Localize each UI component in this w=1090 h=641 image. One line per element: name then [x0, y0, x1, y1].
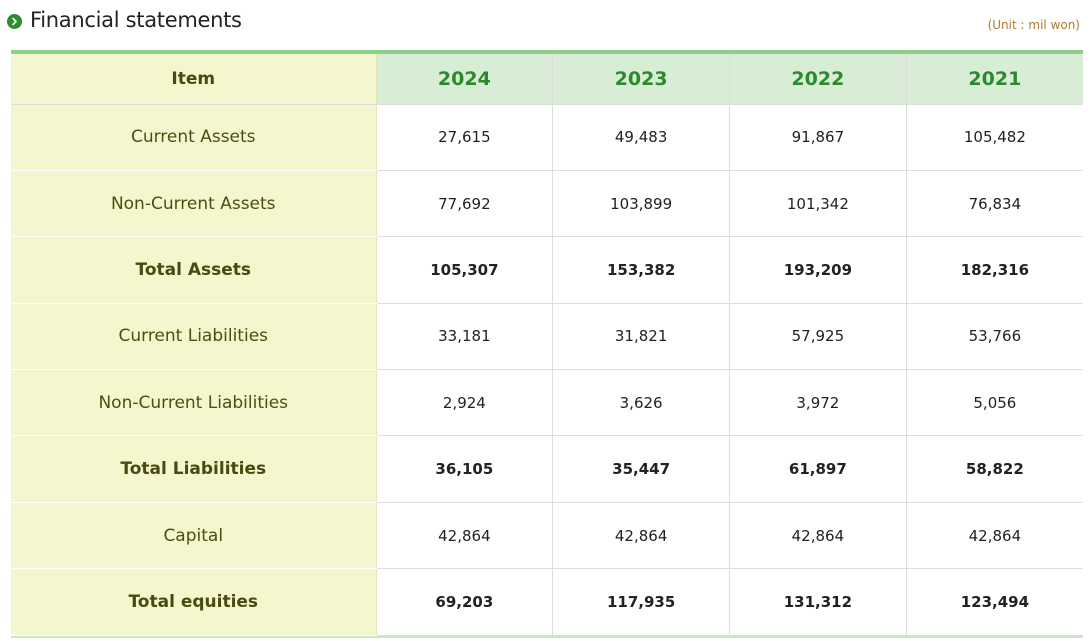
chevron-right-icon: [7, 14, 22, 29]
row-label: Current Liabilities: [11, 303, 377, 371]
table-row: Current Assets 27,615 49,483 91,867 105,482: [11, 104, 1083, 171]
value-cell: 101,342: [729, 170, 907, 238]
value-cell: 42,864: [906, 502, 1083, 570]
value-cell: 77,692: [376, 170, 554, 238]
value-cell: 182,316: [906, 236, 1083, 304]
value-cell: 42,864: [729, 502, 907, 570]
value-cell: 131,312: [729, 568, 907, 636]
year-column-header: 2022: [729, 54, 907, 105]
row-label: Non-Current Liabilities: [11, 369, 377, 437]
table-row: Total equities 69,203 117,935 131,312 123,49…: [11, 568, 1083, 636]
row-label: Current Assets: [11, 104, 377, 171]
value-cell: 5,056: [906, 369, 1083, 437]
financial-table-container: Item 2024 2023 2022 2021 Current Assets 2…: [11, 50, 1083, 638]
row-label: Non-Current Assets: [11, 170, 377, 238]
section-header: Financial statements (Unit : mil won): [0, 0, 1090, 50]
year-column-header: 2024: [376, 54, 554, 105]
value-cell: 42,864: [552, 502, 730, 570]
row-label: Total Assets: [11, 236, 377, 304]
value-cell: 57,925: [729, 303, 907, 371]
unit-note: (Unit : mil won): [987, 18, 1080, 32]
value-cell: 105,482: [906, 104, 1083, 171]
financial-table: Item 2024 2023 2022 2021 Current Assets 2…: [11, 54, 1083, 636]
table-row: Total Assets 105,307 153,382 193,209 182,316: [11, 236, 1083, 304]
table-row: Non-Current Assets 77,692 103,899 101,342 76…: [11, 170, 1083, 238]
value-cell: 153,382: [552, 236, 730, 304]
value-cell: 33,181: [376, 303, 554, 371]
value-cell: 2,924: [376, 369, 554, 437]
value-cell: 35,447: [552, 435, 730, 503]
value-cell: 58,822: [906, 435, 1083, 503]
value-cell: 53,766: [906, 303, 1083, 371]
value-cell: 193,209: [729, 236, 907, 304]
table-row: Non-Current Liabilities 2,924 3,626 3,972 5,…: [11, 369, 1083, 437]
value-cell: 69,203: [376, 568, 554, 636]
item-column-header: Item: [11, 54, 377, 105]
value-cell: 103,899: [552, 170, 730, 238]
value-cell: 49,483: [552, 104, 730, 171]
value-cell: 27,615: [376, 104, 554, 171]
year-column-header: 2021: [906, 54, 1083, 105]
value-cell: 31,821: [552, 303, 730, 371]
value-cell: 36,105: [376, 435, 554, 503]
table-body: Current Assets 27,615 49,483 91,867 105,482 N…: [11, 104, 1083, 636]
section-title: Financial statements: [30, 8, 242, 32]
table-row: Current Liabilities 33,181 31,821 57,925 53,…: [11, 303, 1083, 371]
value-cell: 3,626: [552, 369, 730, 437]
year-column-header: 2023: [552, 54, 730, 105]
value-cell: 91,867: [729, 104, 907, 171]
value-cell: 123,494: [906, 568, 1083, 636]
value-cell: 61,897: [729, 435, 907, 503]
value-cell: 117,935: [552, 568, 730, 636]
row-label: Total Liabilities: [11, 435, 377, 503]
table-header-row: Item 2024 2023 2022 2021: [11, 54, 1083, 105]
value-cell: 105,307: [376, 236, 554, 304]
table-row: Capital 42,864 42,864 42,864 42,864: [11, 502, 1083, 570]
value-cell: 76,834: [906, 170, 1083, 238]
row-label: Capital: [11, 502, 377, 570]
table-row: Total Liabilities 36,105 35,447 61,897 58,82…: [11, 435, 1083, 503]
row-label: Total equities: [11, 568, 377, 636]
value-cell: 3,972: [729, 369, 907, 437]
value-cell: 42,864: [376, 502, 554, 570]
